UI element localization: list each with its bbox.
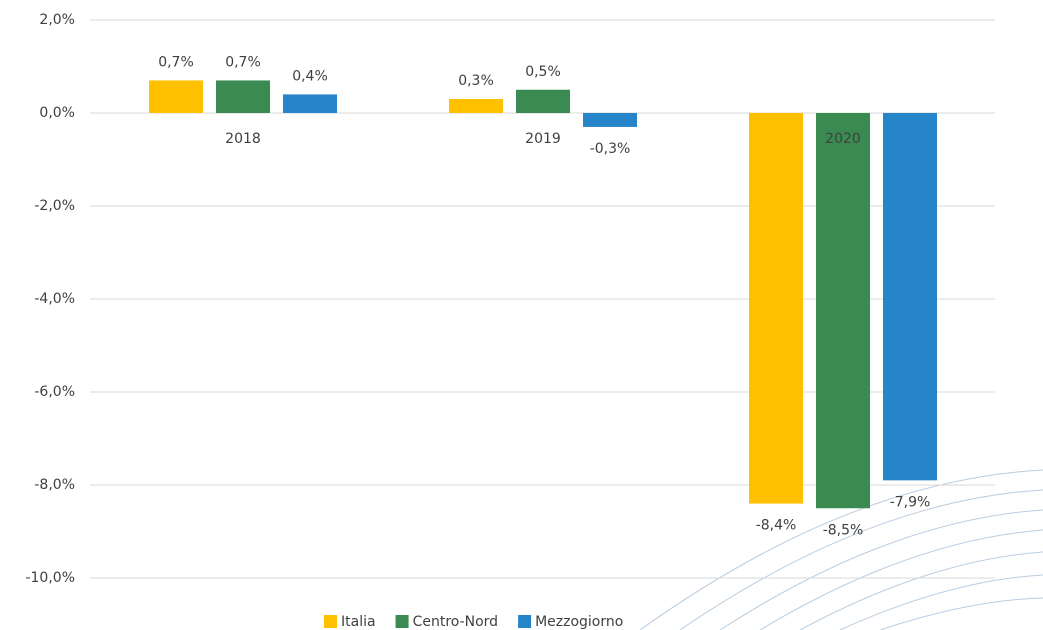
value-label: 0,5% <box>525 64 561 80</box>
y-tick-label: 0,0% <box>39 105 75 121</box>
legend-swatch <box>324 615 337 628</box>
bar <box>816 113 870 509</box>
bar <box>149 80 203 113</box>
bar <box>749 113 803 504</box>
background-decoration <box>639 469 1043 630</box>
y-tick-label: -8,0% <box>34 477 75 493</box>
value-label: 0,7% <box>225 54 261 70</box>
bars <box>149 80 937 509</box>
value-label: -0,3% <box>590 141 631 157</box>
legend-swatch <box>518 615 532 628</box>
bar <box>516 89 570 113</box>
value-label: 0,4% <box>292 68 328 84</box>
x-tick-label: 2019 <box>525 131 561 147</box>
legend-swatch <box>395 615 409 628</box>
y-tick-label: 2,0% <box>39 12 75 28</box>
value-label: 0,3% <box>458 73 494 89</box>
legend-label: Centro-Nord <box>413 614 499 630</box>
value-label: -8,5% <box>823 522 864 538</box>
y-tick-label: -6,0% <box>34 384 75 400</box>
labels: 2,0% 0,0% -2,0% -4,0% -6,0% -8,0% -10,0% 2018 0,… <box>25 12 930 630</box>
value-label: -8,4% <box>756 518 797 534</box>
bar <box>283 94 337 113</box>
y-tick-label: -10,0% <box>25 570 75 586</box>
value-label: 0,7% <box>158 54 194 70</box>
bar <box>883 113 937 481</box>
legend-label: Italia <box>341 614 376 630</box>
bar <box>449 99 503 113</box>
y-tick-label: -4,0% <box>34 291 75 307</box>
x-tick-label: 2020 <box>825 131 861 147</box>
y-tick-label: -2,0% <box>34 198 75 214</box>
bar <box>583 113 637 127</box>
value-label: -7,9% <box>890 494 931 510</box>
x-tick-label: 2018 <box>225 131 261 147</box>
legend-label: Mezzogiorno <box>535 614 623 630</box>
bar <box>216 80 270 113</box>
